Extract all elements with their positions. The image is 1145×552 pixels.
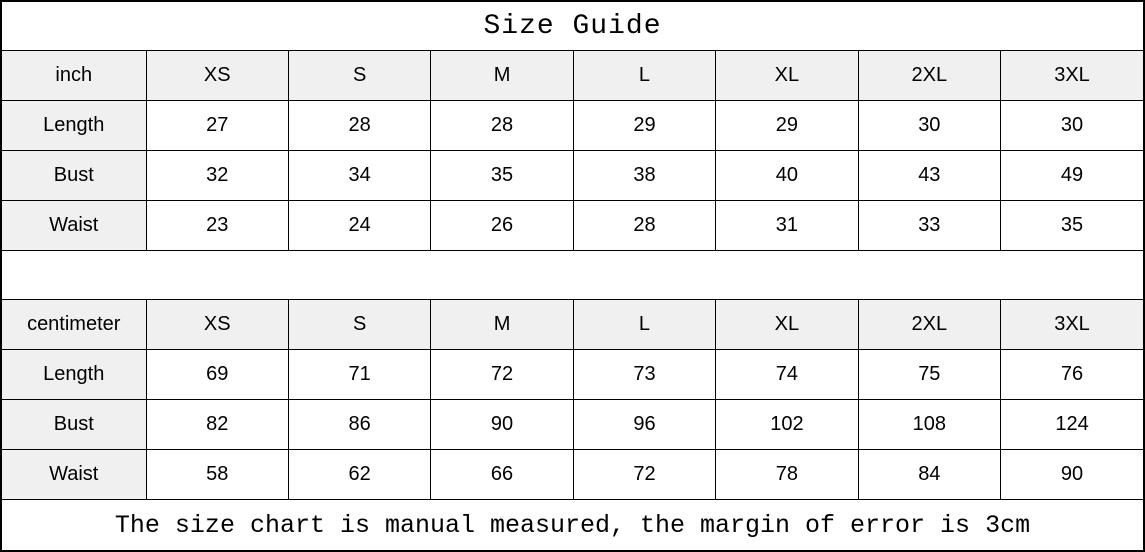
value-cell: 40 [715, 150, 859, 201]
size-header-cell: 3XL [1000, 299, 1143, 350]
size-header-cell: L [572, 50, 717, 101]
value-cell: 28 [287, 100, 432, 151]
size-header-cell: M [430, 299, 574, 350]
value-cell: 71 [287, 349, 432, 400]
value-cell: 30 [857, 100, 1002, 151]
value-cell: 35 [430, 150, 574, 201]
size-header-cell: 2XL [857, 299, 1002, 350]
table-row: Length 69 71 72 73 74 75 76 [2, 349, 1143, 400]
value-cell: 124 [1000, 399, 1143, 450]
value-cell: 38 [572, 150, 717, 201]
value-cell: 34 [287, 150, 432, 201]
value-cell: 75 [857, 349, 1002, 400]
size-header-cell: S [287, 299, 432, 350]
unit-header-cell: centimeter [2, 299, 147, 350]
table-row: Bust 82 86 90 96 102 108 124 [2, 399, 1143, 450]
page-title: Size Guide [483, 10, 662, 42]
value-cell: 102 [715, 399, 859, 450]
value-cell: 35 [1000, 200, 1143, 251]
size-header-cell: XS [145, 299, 289, 350]
value-cell: 58 [145, 449, 289, 500]
size-header-cell: S [287, 50, 432, 101]
value-cell: 33 [857, 200, 1002, 251]
value-cell: 72 [430, 349, 574, 400]
value-cell: 108 [857, 399, 1002, 450]
value-cell: 27 [145, 100, 289, 151]
value-cell: 29 [572, 100, 717, 151]
table-row: Length 27 28 28 29 29 30 30 [2, 100, 1143, 151]
value-cell: 82 [145, 399, 289, 450]
value-cell: 23 [145, 200, 289, 251]
value-cell: 30 [1000, 100, 1143, 151]
value-cell: 29 [715, 100, 859, 151]
size-table-centimeter: centimeter XS S M L XL 2XL 3XL Length 69… [2, 299, 1143, 500]
value-cell: 62 [287, 449, 432, 500]
value-cell: 78 [715, 449, 859, 500]
value-cell: 26 [430, 200, 574, 251]
size-header-cell: L [572, 299, 717, 350]
value-cell: 69 [145, 349, 289, 400]
value-cell: 76 [1000, 349, 1143, 400]
value-cell: 31 [715, 200, 859, 251]
centimeter-header-row: centimeter XS S M L XL 2XL 3XL [2, 299, 1143, 350]
value-cell: 32 [145, 150, 289, 201]
size-header-cell: M [430, 50, 574, 101]
row-label-cell: Length [2, 349, 147, 400]
value-cell: 84 [857, 449, 1002, 500]
value-cell: 74 [715, 349, 859, 400]
table-row: Waist 23 24 26 28 31 33 35 [2, 200, 1143, 251]
value-cell: 72 [572, 449, 717, 500]
value-cell: 96 [572, 399, 717, 450]
value-cell: 28 [430, 100, 574, 151]
row-label-cell: Waist [2, 200, 147, 251]
size-header-cell: XL [715, 299, 859, 350]
value-cell: 28 [572, 200, 717, 251]
table-spacer [2, 251, 1143, 299]
size-header-cell: XS [145, 50, 289, 101]
value-cell: 90 [1000, 449, 1143, 500]
value-cell: 90 [430, 399, 574, 450]
inch-header-row: inch XS S M L XL 2XL 3XL [2, 50, 1143, 101]
row-label-cell: Length [2, 100, 147, 151]
row-label-cell: Bust [2, 150, 147, 201]
value-cell: 73 [572, 349, 717, 400]
value-cell: 86 [287, 399, 432, 450]
row-label-cell: Bust [2, 399, 147, 450]
value-cell: 43 [857, 150, 1002, 201]
value-cell: 66 [430, 449, 574, 500]
table-row: Bust 32 34 35 38 40 43 49 [2, 150, 1143, 201]
size-table-inch: inch XS S M L XL 2XL 3XL Length 27 28 28… [2, 50, 1143, 251]
size-header-cell: XL [715, 50, 859, 101]
row-label-cell: Waist [2, 449, 147, 500]
unit-header-cell: inch [2, 50, 147, 101]
value-cell: 49 [1000, 150, 1143, 201]
size-header-cell: 2XL [857, 50, 1002, 101]
footer-note: The size chart is manual measured, the m… [114, 510, 1031, 540]
table-row: Waist 58 62 66 72 78 84 90 [2, 449, 1143, 500]
size-header-cell: 3XL [1000, 50, 1143, 101]
value-cell: 24 [287, 200, 432, 251]
